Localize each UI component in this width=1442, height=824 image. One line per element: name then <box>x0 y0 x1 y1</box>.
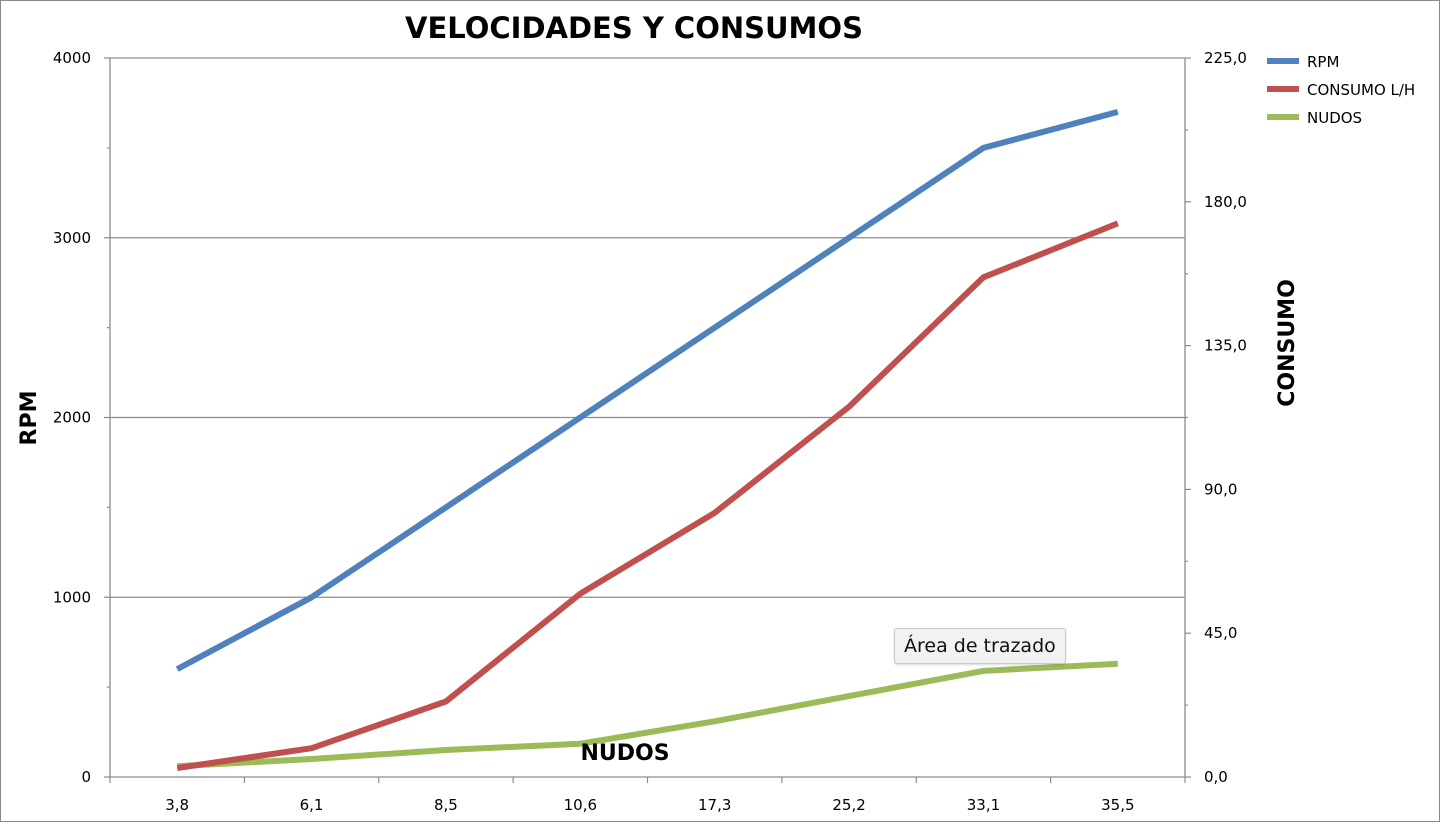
y2-tick-label-0: 0,0 <box>1204 768 1228 786</box>
x-tick-label-6: 33,1 <box>967 796 1000 814</box>
y2-tick-label-5: 225,0 <box>1204 49 1247 67</box>
y-tick-label-3: 3000 <box>53 229 91 247</box>
y-tick-label-0: 0 <box>81 768 91 786</box>
series-lines <box>175 109 1119 771</box>
y2-tick-label-3: 135,0 <box>1204 337 1247 355</box>
x-tick-label-3: 10,6 <box>564 796 597 814</box>
x-tick-label-1: 6,1 <box>300 796 324 814</box>
legend-label-nudos: NUDOS <box>1307 109 1362 127</box>
x-tick-label-7: 35,5 <box>1101 796 1134 814</box>
y2-tick-label-2: 90,0 <box>1204 480 1237 498</box>
tick-labels: 0 1000 2000 3000 4000 0,0 45,0 90,0 135,0 180,0 22… <box>53 49 1247 814</box>
x-tick-label-2: 8,5 <box>434 796 458 814</box>
x-axis-title: NUDOS <box>580 741 669 766</box>
y2-tick-label-4: 180,0 <box>1204 193 1247 211</box>
x-tick-label-4: 17,3 <box>698 796 731 814</box>
series-line-rpm <box>175 109 1119 672</box>
y-axis-title: RPM <box>17 391 42 446</box>
axes <box>104 57 1191 783</box>
chart-title: VELOCIDADES Y CONSUMOS <box>405 11 863 45</box>
x-tick-label-0: 3,8 <box>165 796 189 814</box>
y-tick-label-1: 1000 <box>53 588 91 606</box>
x-tick-label-5: 25,2 <box>832 796 865 814</box>
y-tick-label-4: 4000 <box>53 49 91 67</box>
y2-axis-title: CONSUMO <box>1275 279 1300 407</box>
gridlines <box>110 57 1185 598</box>
plot-area-tooltip: Área de trazado <box>894 628 1066 664</box>
legend-label-rpm: RPM <box>1307 53 1339 71</box>
series-line-consumo-l-h <box>176 220 1119 771</box>
y2-tick-label-1: 45,0 <box>1204 624 1237 642</box>
legend: RPM CONSUMO L/H NUDOS <box>1267 53 1415 127</box>
series-line-nudos <box>177 660 1118 770</box>
legend-label-consumo: CONSUMO L/H <box>1307 81 1415 99</box>
y-tick-label-2: 2000 <box>53 409 91 427</box>
